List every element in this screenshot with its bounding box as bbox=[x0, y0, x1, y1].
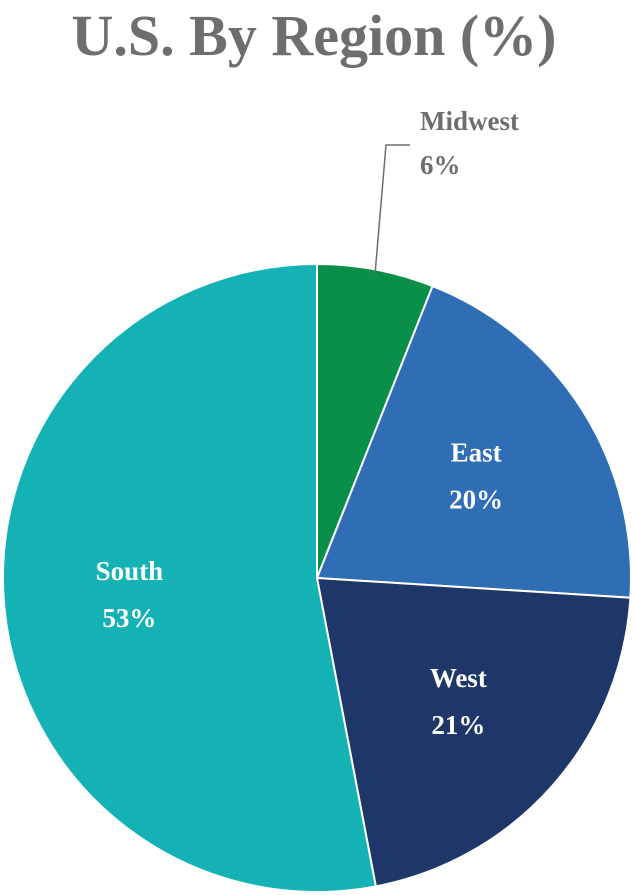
chart-title: U.S. By Region (%) bbox=[72, 3, 557, 68]
slice-label: East bbox=[451, 437, 502, 467]
pie-slice bbox=[2, 262, 378, 893]
leader-line bbox=[374, 144, 410, 274]
slice-value-label: 6% bbox=[420, 150, 461, 180]
slice-value-label: 21% bbox=[431, 710, 485, 740]
slice-label: South bbox=[96, 556, 164, 586]
pie-slice bbox=[315, 284, 632, 599]
pie-slice bbox=[315, 576, 632, 888]
slice-value-label: 53% bbox=[102, 603, 156, 633]
slice-label: Midwest bbox=[420, 106, 519, 136]
slice-label: West bbox=[430, 663, 487, 693]
slice-value-label: 20% bbox=[449, 484, 503, 514]
